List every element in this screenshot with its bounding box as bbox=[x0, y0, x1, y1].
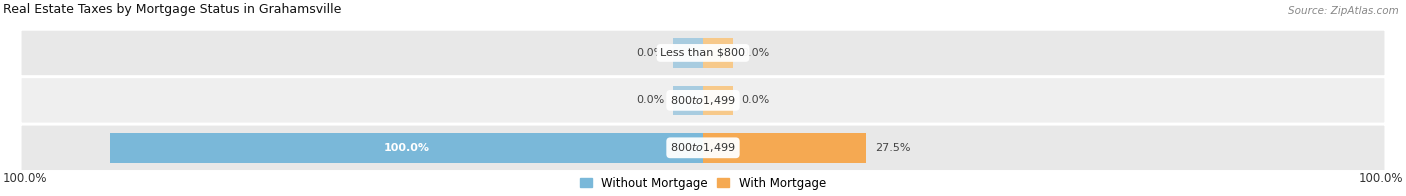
FancyBboxPatch shape bbox=[21, 125, 1385, 171]
Text: $800 to $1,499: $800 to $1,499 bbox=[671, 141, 735, 154]
Bar bbox=[703, 38, 733, 68]
Text: 0.0%: 0.0% bbox=[741, 48, 770, 58]
FancyBboxPatch shape bbox=[21, 77, 1385, 124]
Text: $800 to $1,499: $800 to $1,499 bbox=[671, 94, 735, 107]
Text: Real Estate Taxes by Mortgage Status in Grahamsville: Real Estate Taxes by Mortgage Status in … bbox=[3, 3, 342, 16]
Text: 100.0%: 100.0% bbox=[3, 172, 48, 185]
Text: 100.0%: 100.0% bbox=[1358, 172, 1403, 185]
Text: 0.0%: 0.0% bbox=[741, 95, 770, 105]
Text: 27.5%: 27.5% bbox=[875, 143, 911, 153]
Text: Source: ZipAtlas.com: Source: ZipAtlas.com bbox=[1288, 6, 1399, 16]
Bar bbox=[703, 133, 866, 162]
Bar bbox=[703, 86, 733, 115]
Text: 0.0%: 0.0% bbox=[636, 95, 665, 105]
Bar bbox=[110, 133, 703, 162]
Text: Less than $800: Less than $800 bbox=[661, 48, 745, 58]
Text: 100.0%: 100.0% bbox=[384, 143, 429, 153]
Bar bbox=[673, 38, 703, 68]
Legend: Without Mortgage, With Mortgage: Without Mortgage, With Mortgage bbox=[575, 172, 831, 194]
Text: 0.0%: 0.0% bbox=[636, 48, 665, 58]
FancyBboxPatch shape bbox=[21, 30, 1385, 76]
Bar bbox=[673, 86, 703, 115]
